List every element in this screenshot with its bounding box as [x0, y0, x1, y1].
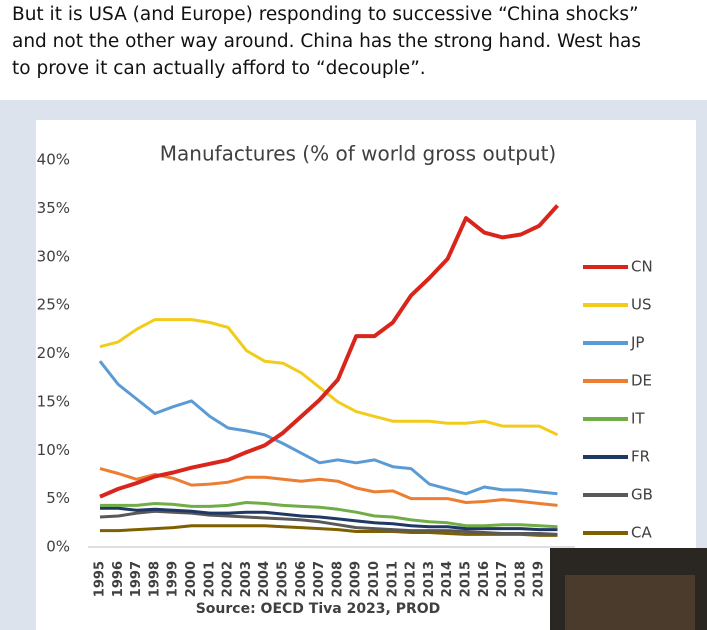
chart-area: [36, 120, 696, 630]
y-tick-label: 35%: [37, 199, 70, 217]
legend-label: CN: [631, 258, 653, 276]
x-tick-label: 2008: [330, 561, 345, 597]
legend-label: CA: [631, 524, 652, 542]
x-tick-label: 2003: [239, 561, 254, 597]
x-tick-label: 1998: [147, 561, 162, 597]
series-line: [100, 506, 558, 532]
x-tick-label: 2012: [404, 561, 419, 597]
series-line: [99, 318, 559, 437]
x-tick-label: 1997: [129, 561, 144, 597]
y-tick-label: 5%: [46, 489, 70, 507]
source: Source: OECD Tiva 2023, PROD: [196, 601, 441, 617]
x-tick-label: 1999: [166, 561, 181, 597]
x-tick-label: 2001: [202, 561, 217, 597]
legend-label: JP: [630, 334, 644, 352]
series-line: [99, 467, 558, 507]
legend-label: IT: [631, 410, 645, 428]
x-tick-label: 2010: [367, 561, 382, 597]
x-tick-label: 2009: [349, 561, 364, 597]
x-tick-label: 2000: [184, 561, 199, 597]
series-line: [99, 509, 558, 536]
y-tick-label: 15%: [37, 392, 70, 410]
caption-line: and not the other way around. China has …: [12, 31, 642, 52]
x-tick-label: 2002: [221, 561, 236, 597]
series-line: [98, 360, 558, 496]
x-tick-label: 2005: [276, 561, 291, 597]
x-tick-label: 2016: [477, 561, 492, 597]
y-tick-label: 20%: [37, 344, 70, 362]
x-tick-label: 2007: [312, 561, 327, 597]
x-tick-label: 2018: [513, 561, 528, 597]
x-tick-label: 2006: [294, 561, 309, 597]
chart-title: Manufactures (% of world gross output): [160, 142, 556, 166]
y-tick-label: 0%: [46, 538, 70, 556]
legend-label: US: [631, 296, 652, 314]
caption-line: But it is USA (and Europe) responding to…: [12, 4, 639, 25]
y-tick-label: 25%: [37, 296, 70, 314]
legend-label: FR: [631, 448, 650, 466]
x-tick-label: 2015: [459, 561, 474, 597]
x-tick-label: 2019: [532, 561, 547, 597]
legend-label: GB: [631, 486, 653, 504]
x-tick-label: 1995: [93, 561, 108, 597]
x-tick-label: 1996: [111, 561, 126, 597]
y-tick-label: 10%: [37, 441, 70, 459]
y-tick-label: 40%: [37, 151, 70, 169]
y-tick-label: 30%: [37, 247, 70, 265]
x-tick-label: 2011: [385, 561, 400, 597]
series-line: [100, 524, 558, 537]
series-line: [99, 204, 559, 499]
x-tick-label: 2014: [440, 561, 455, 597]
legend-label: DE: [631, 372, 652, 390]
x-tick-label: 2017: [495, 561, 510, 597]
caption-line: to prove it can actually afford to “deco…: [12, 58, 426, 79]
x-tick-label: 2013: [422, 561, 437, 597]
series-line: [100, 501, 558, 529]
x-tick-label: 2004: [257, 561, 272, 597]
video-stage: [565, 575, 695, 630]
